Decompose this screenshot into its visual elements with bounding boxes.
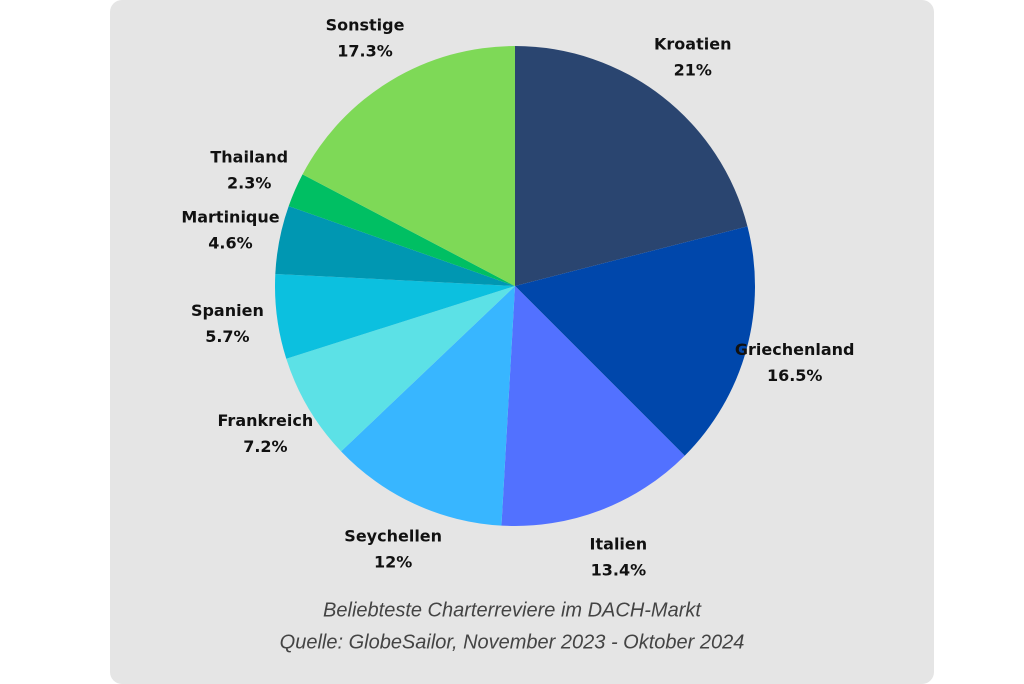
slice-value-label: 17.3% [337, 41, 393, 60]
slice-label: Sonstige [326, 15, 405, 34]
slice-label: Griechenland [735, 340, 855, 359]
pie-slice [302, 46, 515, 286]
slice-label: Spanien [191, 301, 264, 320]
pie-slice [288, 174, 515, 286]
slice-label: Seychellen [344, 527, 442, 546]
pie-slice [341, 286, 515, 526]
slice-value-label: 5.7% [205, 327, 249, 346]
slice-label: Martinique [181, 207, 279, 226]
chart-source: Quelle: GlobeSailor, November 2023 - Okt… [280, 631, 745, 653]
pie-slice [501, 286, 685, 527]
slice-label: Italien [590, 534, 648, 553]
pie-slice [275, 273, 515, 359]
pie-slice [515, 226, 755, 456]
slice-value-label: 16.5% [767, 366, 823, 385]
chart-title: Beliebteste Charterreviere im DACH-Markt [323, 599, 702, 621]
slice-value-label: 7.2% [243, 437, 287, 456]
slice-value-label: 21% [674, 60, 712, 79]
slice-label: Thailand [210, 147, 288, 166]
slice-value-label: 13.4% [591, 560, 647, 579]
pie-slice [286, 286, 515, 452]
slice-value-label: 12% [374, 553, 412, 572]
slice-value-label: 2.3% [227, 173, 271, 192]
slice-label: Frankreich [218, 411, 314, 430]
slice-value-label: 4.6% [208, 233, 252, 252]
pie-slice [275, 206, 515, 286]
slice-label: Kroatien [654, 34, 731, 53]
pie-slice [515, 46, 748, 286]
